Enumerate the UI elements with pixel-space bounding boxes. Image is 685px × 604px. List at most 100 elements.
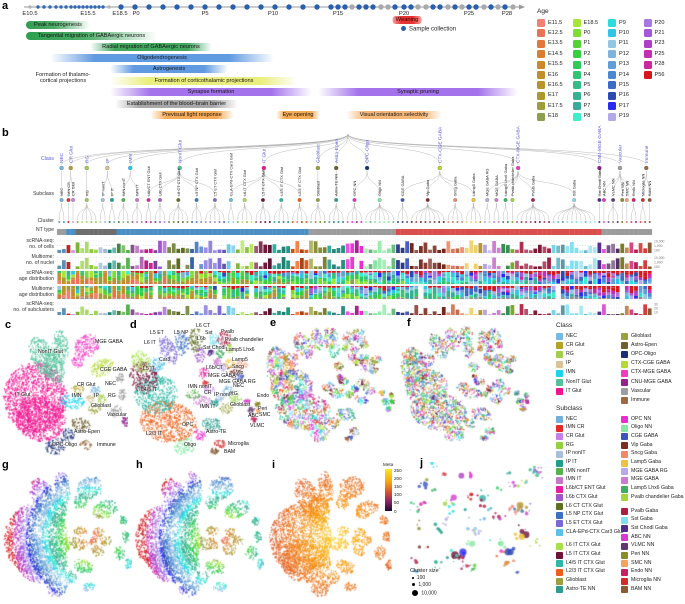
umap-c-label-astro-epen: Astro-Epen [74, 429, 100, 435]
svg-text:L6 CT CTX Glut: L6 CT CTX Glut [176, 167, 181, 196]
umap-d-label-l6-it: L6 IT [144, 340, 156, 346]
cluster-size-title: Cluster size [410, 568, 439, 574]
age-swatch-P16 [608, 91, 616, 100]
age-label: E12.5 [548, 29, 563, 36]
panel-a-timeline: Weaning Sample collection Age E10.5 E15.5… [0, 0, 685, 128]
age-label: P6 [583, 92, 591, 99]
legend-label: IMN [566, 369, 576, 376]
age-label: P4 [583, 71, 591, 78]
legend-label: Vip Gaba [631, 441, 653, 448]
legend-label: L5 NP CTX Glut [566, 511, 604, 518]
umap-d-label-lamp5: Lamp5 [232, 357, 248, 363]
colorbar-tick-0: 0 [394, 508, 397, 514]
legend-swatch [621, 508, 628, 515]
legend-swatch [556, 459, 563, 467]
legend-swatch [556, 485, 563, 493]
legend-swatch [556, 577, 563, 585]
svg-text:10: 10 [654, 311, 658, 315]
umap-d-label-sst-chodl: Sst Chodl [203, 345, 226, 351]
svg-text:CTX-CGE GABA: CTX-CGE GABA [437, 126, 443, 163]
row-label-scrnaseq: scRNA-seq: age distribution [18, 270, 54, 282]
svg-text:20: 20 [654, 307, 658, 311]
legend-swatch [621, 494, 628, 502]
legend-swatch [621, 433, 628, 441]
legend-label: Lamp5 Gaba [631, 459, 661, 465]
svg-text:L6 IT CTX Glut: L6 IT CTX Glut [242, 169, 247, 196]
svg-text:L5 IT CTX Glut: L5 IT CTX Glut [260, 169, 265, 196]
svg-text:NEC: NEC [59, 152, 65, 163]
age-label: P28 [654, 61, 665, 68]
cluster-size-label: 100 [416, 575, 426, 581]
age-label: E13.5 [548, 40, 563, 47]
umap-d-label-endo: Endo [257, 393, 270, 399]
colorbar-tick-200: 200 [394, 475, 402, 481]
age-label: P12 [619, 50, 629, 57]
legend-swatch [556, 568, 563, 576]
umap-d-label-l5-it: L5 IT [143, 366, 155, 372]
umap-c-label-rg: RG [108, 393, 116, 399]
umap-d-label-imn-nonit: IMN nonIT [188, 384, 213, 390]
svg-text:MGE GABA RG: MGE GABA RG [485, 169, 490, 196]
age-label: P56 [654, 71, 665, 78]
process-bar: Establishment of the blood–brain barrier [115, 100, 238, 108]
legend-label: Immune [631, 396, 650, 403]
svg-text:Astro-Epen: Astro-Epen [334, 139, 340, 163]
umap-d-label-pvalb: Pvalb [221, 329, 234, 335]
timeline-tick-P0: P0 [132, 11, 140, 17]
legend-label: IP nonIT [566, 450, 586, 457]
cluster-size-row-10000: 10,000 [412, 590, 437, 597]
svg-text:RG: RG [84, 190, 89, 196]
legend-swatch [621, 442, 628, 450]
legend-swatch [556, 416, 563, 423]
legend-label: OPC NN [631, 415, 652, 422]
umap-d-label-mge-gaba-rg: MGE GABA RG [219, 379, 256, 385]
legend-label: Astro-TE NN [566, 585, 596, 592]
legend-swatch [556, 379, 563, 386]
class-legend-title: Class [556, 322, 573, 329]
legend-swatch [556, 494, 563, 502]
legend-swatch [621, 450, 628, 458]
legend-label: CTX-MGE GABA [631, 369, 671, 376]
cluster-size-label: 1,000 [418, 582, 431, 589]
svg-text:IMN IT: IMN IT [135, 184, 140, 196]
legend-label: IP [566, 360, 571, 367]
umap-c-label-nec: NEC [105, 381, 116, 387]
age-swatch-P25 [643, 50, 652, 59]
umap-c-label-it-glut: IT Glut [15, 392, 31, 398]
sample-collection-dot-icon [401, 26, 406, 31]
svg-text:Sst Gaba: Sst Gaba [572, 179, 577, 196]
row-label-cluster: Cluster [37, 218, 54, 224]
legend-label: RG [566, 350, 574, 357]
svg-text:CGE GABA: CGE GABA [400, 175, 405, 196]
svg-text:Vip Gaba: Vip Gaba [425, 179, 430, 196]
umap-d-label-mge-gaba: MGE GABA [208, 373, 236, 379]
panel-letter-h: h [136, 459, 143, 471]
row-label-subclass: Subclass [32, 191, 54, 197]
legend-swatch [556, 503, 563, 510]
legend-label: CGE GABA [631, 432, 659, 439]
age-label: P10 [619, 29, 629, 36]
colorbar-gradient [385, 469, 392, 511]
age-label: E18 [548, 113, 558, 120]
legend-label: VLMC NN [631, 542, 655, 549]
legend-label: Sst Gaba [631, 516, 653, 523]
legend-label: Peri NN [631, 551, 650, 557]
legend-swatch [621, 351, 628, 359]
umap-d-label-astro-te: Astro-TE [206, 429, 227, 435]
meta-colorbar: Meta 250 200 150 100 50 0 [383, 462, 413, 522]
legend-swatch [621, 416, 628, 423]
process-bar: Radial migration of GABAergic neurons [90, 43, 212, 51]
svg-text:Lamp5 Lhx6 Gaba: Lamp5 Lhx6 Gaba [503, 163, 508, 196]
age-swatch-P5 [572, 81, 581, 90]
umap-c-label-mge-gaba: MGE GABA [95, 339, 123, 345]
legend-label: IMN CR [566, 424, 585, 431]
panel-letter-g: g [2, 459, 9, 471]
legend-label: Glioblast [631, 332, 652, 339]
svg-text:L6b/CT ENT Glut: L6b/CT ENT Glut [146, 165, 151, 196]
svg-text:IT Glut: IT Glut [261, 148, 267, 163]
svg-text:ABC NN: ABC NN [601, 181, 606, 196]
age-label: P7 [583, 102, 591, 109]
timeline-tick-P25: P25 [463, 11, 475, 17]
cluster-size-row-100: 100 [412, 576, 425, 581]
